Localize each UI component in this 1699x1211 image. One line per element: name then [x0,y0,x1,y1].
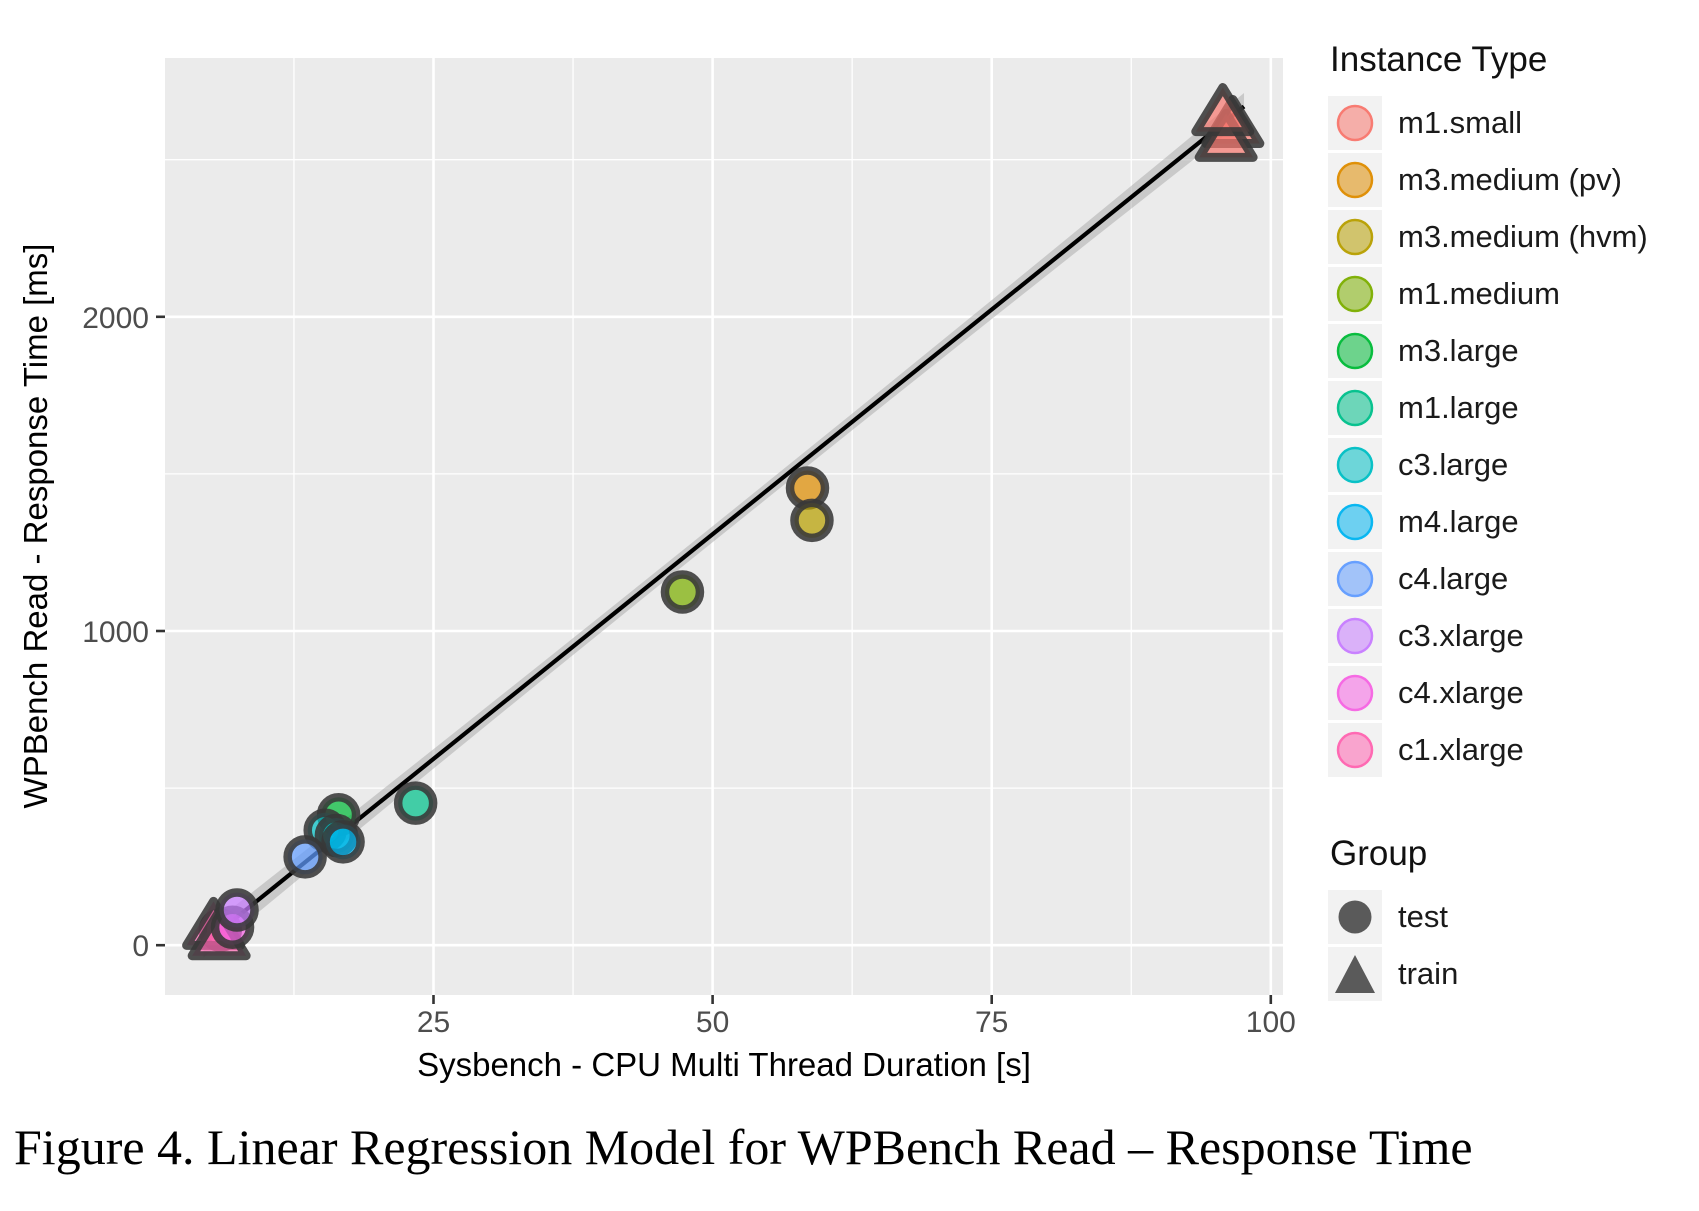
legend-key-swatch [1328,95,1382,150]
group-key-triangle [1335,954,1375,993]
legend-key-circle-icon [1336,161,1374,198]
legend-key-circle-icon [1336,275,1374,312]
legend-key-circle-icon [1336,218,1374,255]
legend-key-circle [1336,104,1374,141]
legend-item-label: c4.large [1398,560,1509,596]
instance-type-legend-items: m1.small m3.medium (pv) m3.medium (hvm) m1.… [1328,94,1688,778]
group-legend-items: test train [1328,888,1688,1002]
legend-item-label: c3.xlarge [1398,617,1524,653]
y-tick-label: 2000 [82,302,149,335]
train-triangle-icon [1335,954,1375,993]
group-key-circle [1338,900,1372,933]
legend-item-label: m3.large [1398,332,1519,368]
x-tick-label: 50 [696,1006,729,1039]
x-tick-label: 25 [417,1006,450,1039]
legend-item-m3-medium-pv-: m3.medium (pv) [1328,151,1688,208]
legend-item-m1-large: m1.large [1328,379,1688,436]
legend-item-c1-xlarge: c1.xlarge [1328,721,1688,778]
legend-key-circle-icon [1336,674,1374,711]
legend-item-label: m3.medium (pv) [1398,161,1622,197]
legend-item-c4-xlarge: c4.xlarge [1328,664,1688,721]
group-key-swatch [1328,889,1382,944]
legend-key-swatch [1328,722,1382,777]
legend-key-circle [1336,161,1374,198]
group-legend-item-test: test [1328,888,1688,945]
legend-key-circle-icon [1336,503,1374,540]
legend-key-swatch [1328,323,1382,378]
group-legend-title: Group [1330,834,1428,873]
legend-item-label: c4.xlarge [1398,674,1524,710]
legend-key-circle [1336,503,1374,540]
legend-item-label: m4.large [1398,503,1519,539]
test-circle-icon [1338,900,1372,933]
legend-item-m4-large: m4.large [1328,493,1688,550]
group-key-swatch [1328,946,1382,1001]
legend-key-circle-icon [1336,731,1374,768]
legend-key-circle-icon [1336,389,1374,426]
legend-key-swatch [1328,380,1382,435]
group-legend-item-train: train [1328,945,1688,1002]
legend-key-circle [1336,731,1374,768]
legend-key-swatch [1328,266,1382,321]
legend-item-c3-large: c3.large [1328,436,1688,493]
y-tick-label: 1000 [82,616,149,649]
legend-item-c4-large: c4.large [1328,550,1688,607]
legend-key-swatch [1328,494,1382,549]
figure-caption: Figure 4. Linear Regression Model for WP… [14,1119,1473,1175]
legend-key-swatch [1328,209,1382,264]
group-item-label: test [1398,898,1448,934]
legend-key-circle [1336,332,1374,369]
legend-key-swatch [1328,608,1382,663]
legend-key-circle-icon [1336,332,1374,369]
legend-item-label: m1.small [1398,104,1523,140]
x-tick-label: 100 [1246,1006,1296,1039]
legend-key-circle [1336,275,1374,312]
legend-item-label: m1.large [1398,389,1519,425]
legend-item-c3-xlarge: c3.xlarge [1328,607,1688,664]
data-point-test [215,888,259,932]
data-point-train [1191,83,1255,137]
legend-item-m3-large: m3.large [1328,322,1688,379]
x-tick-label: 75 [975,1006,1008,1039]
legend-key-circle [1336,617,1374,654]
legend-item-label: c3.large [1398,446,1509,482]
data-point-test [790,498,834,543]
data-point-test [283,835,327,879]
y-tick-label: 0 [132,930,149,963]
data-point-test [321,820,365,864]
instance-type-legend-title: Instance Type [1330,40,1548,79]
legend-key-circle [1336,389,1374,426]
legend-item-label: m3.medium (hvm) [1398,218,1648,254]
legend-key-swatch [1328,665,1382,720]
legend-item-label: c1.xlarge [1398,731,1524,767]
legend: Instance Type m1.small m3.medium (pv) m3.m… [1328,40,1688,1002]
legend-item-m3-medium-hvm-: m3.medium (hvm) [1328,208,1688,265]
legend-key-swatch [1328,152,1382,207]
data-point-test [393,781,438,825]
legend-key-swatch [1328,437,1382,492]
data-point-test [660,570,705,614]
y-axis-title: WPBench Read - Response Time [ms] [17,243,54,809]
legend-key-circle [1336,674,1374,711]
legend-item-m1-medium: m1.medium [1328,265,1688,322]
legend-key-circle-icon [1336,560,1374,597]
x-axis-title: Sysbench - CPU Multi Thread Duration [s] [417,1046,1031,1083]
legend-item-label: m1.medium [1398,275,1560,311]
legend-key-circle [1336,560,1374,597]
group-item-label: train [1398,955,1459,991]
legend-key-circle-icon [1336,104,1374,141]
legend-item-m1-small: m1.small [1328,94,1688,151]
regression-line [202,104,1246,946]
legend-key-circle [1336,218,1374,255]
legend-key-circle-icon [1336,446,1374,483]
legend-key-circle [1336,446,1374,483]
legend-key-circle-icon [1336,617,1374,654]
legend-key-swatch [1328,551,1382,606]
